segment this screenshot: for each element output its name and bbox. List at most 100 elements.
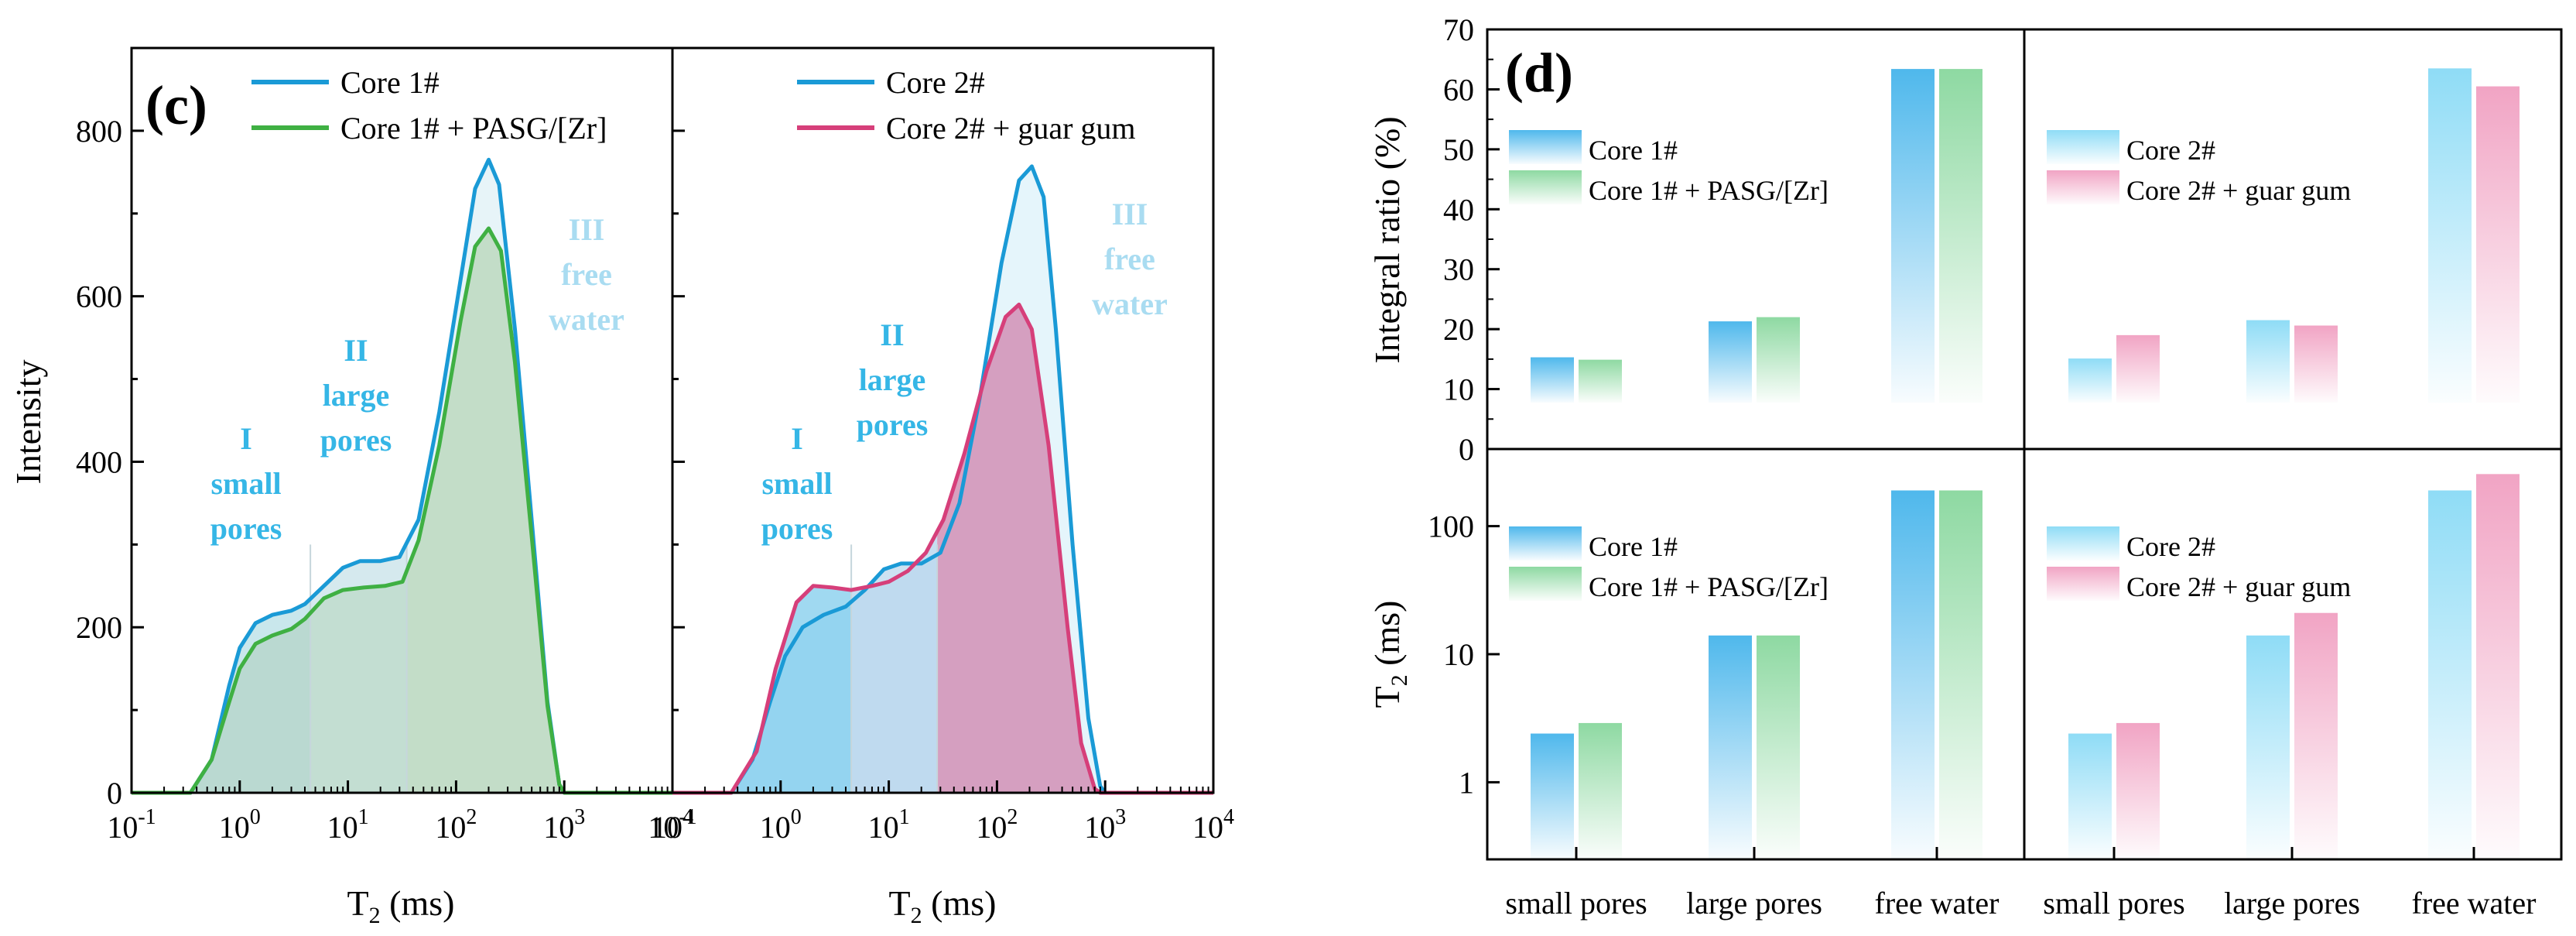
bar-t2-core2-s1-c1 (2294, 612, 2338, 859)
legend-label-core2: Core 2# (886, 65, 985, 100)
ytick-label-2: 200 (76, 610, 122, 645)
d-category-3: small pores (2043, 886, 2184, 921)
c-right-region-I-0: I (791, 421, 803, 456)
bar-t2-core2-s0-c2 (2428, 490, 2472, 859)
d-legend-tl-0: Core 1# (1589, 135, 1678, 166)
bar-t2-core2-s1-c0 (2116, 722, 2160, 859)
bar-ratio-core1-s1-c1 (1757, 317, 1800, 403)
d-top-ytick-label-5: 50 (1443, 132, 1474, 167)
panel-d: 0 10 20 30 40 50 60 70 1 10 100 (d) Integral ratio… (1367, 12, 2563, 921)
c-left-region-III-0: III (569, 212, 605, 247)
bar-t2-core1-s1-c1 (1757, 635, 1800, 859)
panel-d-bottom-ylabel: T2 (ms) (1367, 601, 1412, 708)
d-legend-swatch-br-0 (2047, 526, 2119, 561)
xtick-label-right-5: 104 (1192, 805, 1234, 845)
panel-c-xlabel-left: T2 (ms) (347, 883, 455, 928)
bar-t2-core1-s0-c1 (1709, 635, 1752, 859)
ytick-label-4: 400 (76, 444, 122, 479)
xtick-label-left-4: 103 (543, 805, 585, 845)
bar-ratio-core2-s1-c0 (2116, 334, 2160, 403)
xtick-label-left-0: 10-1 (107, 805, 156, 845)
bar-t2-core1-s1-c0 (1579, 722, 1622, 859)
series-line-right-1 (672, 302, 1213, 795)
d-legend-br-1: Core 2# + guar gum (2126, 571, 2351, 602)
bar-t2-core1-s1-c2 (1939, 490, 1982, 859)
d-top-ytick-label-6: 60 (1443, 72, 1474, 107)
series-line-left-1 (132, 226, 672, 795)
panel-c-label: (c) (145, 74, 207, 136)
bar-ratio-core2-s1-c2 (2476, 86, 2520, 403)
c-right-region-III-1: free (1104, 242, 1155, 276)
xtick-label-right-4: 103 (1084, 805, 1126, 845)
d-top-ytick-label-1: 10 (1443, 372, 1474, 407)
d-legend-tl-1: Core 1# + PASG/[Zr] (1589, 175, 1829, 206)
d-legend-swatch-bl-1 (1509, 567, 1582, 601)
panel-c: 0 200 400 600 800 10-1 100 101 102 103 104 10-1 100… (9, 46, 1234, 928)
bar-ratio-core2-s1-c1 (2294, 325, 2338, 403)
ytick-label-6: 600 (76, 279, 122, 314)
c-right-region-II-0: II (880, 317, 904, 352)
bar-t2-core1-s0-c0 (1531, 733, 1574, 859)
panel-d-top-ylabel: Integral ratio (%) (1367, 116, 1407, 363)
bar-ratio-core2-s0-c1 (2246, 320, 2290, 403)
bar-t2-core2-s1-c2 (2476, 474, 2520, 859)
xtick-label-right-3: 102 (976, 805, 1018, 845)
bar-ratio-core1-s0-c1 (1709, 321, 1752, 403)
c-left-region-II-1: large (323, 378, 390, 413)
xtick-label-right-2: 101 (868, 805, 910, 845)
c-left-region-III-2: water (549, 302, 624, 337)
xtick-label-left-1: 100 (219, 805, 261, 845)
panel-c-ylabel: Intensity (9, 360, 48, 485)
d-legend-swatch-br-1 (2047, 567, 2119, 601)
c-left-region-II-0: II (344, 333, 368, 368)
bar-t2-core2-s0-c0 (2068, 733, 2112, 859)
d-legend-bl-0: Core 1# (1589, 531, 1678, 562)
c-right-region-III-2: water (1092, 286, 1168, 321)
d-legend-swatch-tl-0 (1509, 130, 1582, 164)
legend-label-core2-guar: Core 2# + guar gum (886, 111, 1136, 146)
bar-ratio-core2-s0-c2 (2428, 68, 2472, 403)
d-legend-tr-0: Core 2# (2126, 135, 2215, 166)
xtick-label-right-1: 100 (760, 805, 802, 845)
legend-c-right: Core 2# Core 2# + guar gum (797, 65, 1136, 146)
bar-t2-core2-s0-c1 (2246, 635, 2290, 859)
c-right-region-I-1: small (761, 466, 832, 501)
legend-label-core1-pasg: Core 1# + PASG/[Zr] (340, 111, 607, 146)
ytick-label-0: 0 (107, 776, 122, 811)
d-category-5: free water (2412, 886, 2537, 921)
xtick-label-right-0: 10-1 (648, 805, 696, 845)
d-category-1: large pores (1686, 886, 1822, 921)
area-right-series-1-region-2 (851, 531, 938, 793)
d-legend-tr-1: Core 2# + guar gum (2126, 175, 2351, 206)
legend-c-left: Core 1# Core 1# + PASG/[Zr] (251, 65, 607, 146)
area-left-series-1-region-2 (310, 571, 407, 793)
bar-ratio-core2-s0-c0 (2068, 358, 2112, 403)
bar-t2-core1-s0-c2 (1891, 490, 1935, 859)
series-line-right-0 (672, 164, 1213, 795)
c-left-region-II-2: pores (320, 423, 392, 458)
d-top-ytick-label-0: 0 (1459, 432, 1474, 467)
d-top-ytick-label-4: 40 (1443, 192, 1474, 227)
c-right-region-II-1: large (859, 362, 926, 397)
legend-label-core1: Core 1# (340, 65, 440, 100)
d-top-ytick-label-2: 20 (1443, 312, 1474, 347)
c-left-region-I-1: small (210, 466, 281, 501)
d-legend-bl-1: Core 1# + PASG/[Zr] (1589, 571, 1829, 602)
d-category-2: free water (1875, 886, 2000, 921)
d-legend-swatch-bl-0 (1509, 526, 1582, 561)
panel-c-xlabel-right: T2 (ms) (889, 883, 997, 928)
bar-ratio-core1-s1-c0 (1579, 359, 1622, 403)
d-bot-ytick-label-2: 100 (1428, 509, 1474, 544)
d-top-ytick-label-7: 70 (1443, 12, 1474, 47)
d-legend-swatch-tr-1 (2047, 170, 2119, 204)
bar-ratio-core1-s0-c0 (1531, 357, 1574, 403)
ytick-label-8: 800 (76, 114, 122, 149)
d-category-4: large pores (2224, 886, 2360, 921)
d-legend-swatch-tr-0 (2047, 130, 2119, 164)
c-left-region-I-0: I (240, 421, 252, 456)
bar-ratio-core1-s0-c2 (1891, 69, 1935, 403)
area-left-series-1-region-1 (132, 612, 311, 793)
d-bot-ytick-label-0: 1 (1459, 765, 1474, 800)
xtick-label-left-3: 102 (435, 805, 477, 845)
